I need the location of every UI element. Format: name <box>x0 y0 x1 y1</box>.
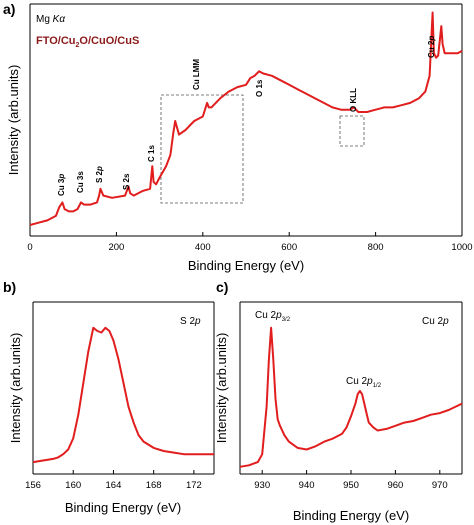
panel-b-x-tick-label: 164 <box>106 480 122 491</box>
panel-b-spectrum-line <box>32 326 214 464</box>
panel-c-label: c) <box>216 279 228 295</box>
peak-label-o-1s: O 1s <box>255 79 264 97</box>
panel-b: b) 156 160 164 168 172 S 2p Binding Energy (… <box>3 279 215 515</box>
peak-label-cu-2p: Cu 2p <box>427 36 436 58</box>
panel-a-x-tick-label: 1000 <box>451 242 472 253</box>
panel-c-x-tick-label: 940 <box>299 480 315 491</box>
panel-a-y-label: Intensity (arb.units) <box>6 65 21 176</box>
panel-b-title: S 2p <box>180 316 201 327</box>
panel-c-x-tick-label: 930 <box>254 480 270 491</box>
panel-a-x-tick-label: 800 <box>368 242 384 253</box>
peak-label-s-2s: S 2s <box>122 173 131 190</box>
panel-a-source-label: Mg Kα <box>36 14 65 25</box>
peak-label-s-2p: S 2p <box>95 166 104 183</box>
panel-c-y-label: Intensity (arb.units) <box>214 333 229 444</box>
panel-a-sample-label: FTO/Cu2O/CuO/CuS <box>36 35 139 49</box>
peak-label-c-1s: C 1s <box>147 145 156 162</box>
peak-label-cu-lmm: Cu LMM <box>192 59 201 90</box>
panel-c-x-label: Binding Energy (eV) <box>293 508 409 523</box>
panel-b-x-tick-label: 168 <box>146 480 162 491</box>
peak-label-cu-2p3-2: Cu 2p3/2 <box>255 310 291 323</box>
panel-b-x-tick-label: 160 <box>65 480 81 491</box>
panel-c-title: Cu 2p <box>422 316 449 327</box>
panel-c-spectrum-line <box>239 326 463 468</box>
peak-label-cu-3p: Cu 3p <box>57 174 66 196</box>
panel-a-x-tick-label: 600 <box>281 242 297 253</box>
panel-a-x-tick-label: 400 <box>195 242 211 253</box>
panel-b-label: b) <box>3 279 16 295</box>
panel-b-ticks: 156 160 164 168 172 <box>25 470 202 491</box>
panel-a-spectrum-line <box>29 11 463 226</box>
panel-a: a) 0 200 400 600 800 1000 Mg Kα FTO/Cu2O/CuO/… <box>3 1 473 273</box>
panel-b-x-tick-label: 172 <box>186 480 202 491</box>
panel-c-x-tick-label: 960 <box>387 480 403 491</box>
peak-label-cu-3s: Cu 3s <box>76 171 85 193</box>
panel-b-x-label: Binding Energy (eV) <box>65 500 181 515</box>
panel-b-x-tick-label: 156 <box>25 480 41 491</box>
panel-b-y-label: Intensity (arb.units) <box>8 333 23 444</box>
panel-c: c) 930 940 950 960 970 Cu 2p Cu 2p3/2 Cu 2p1… <box>214 279 463 523</box>
o-kll-region-box <box>339 115 365 147</box>
panel-a-x-label: Binding Energy (eV) <box>188 258 304 273</box>
panel-a-x-tick-label: 200 <box>108 242 124 253</box>
cu-lmm-region-box <box>160 94 244 204</box>
panel-c-ticks: 930 940 950 960 970 <box>254 470 448 491</box>
panel-c-x-tick-label: 950 <box>343 480 359 491</box>
panel-a-label: a) <box>3 1 15 17</box>
panel-a-x-tick-label: 0 <box>27 242 32 253</box>
panel-c-x-tick-label: 970 <box>432 480 448 491</box>
panel-a-ticks: 0 200 400 600 800 1000 <box>27 232 473 253</box>
peak-label-cu-2p1-2: Cu 2p1/2 <box>346 376 382 389</box>
peak-label-o-kll: O KLL <box>349 88 358 112</box>
